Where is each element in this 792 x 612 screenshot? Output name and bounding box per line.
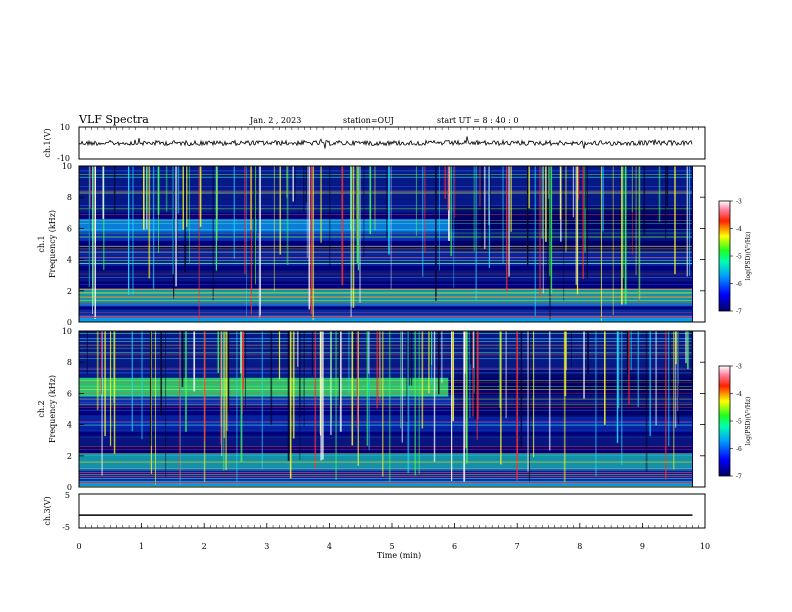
ch1-spectrogram [79, 165, 692, 322]
y-tick-label: 2 [67, 287, 72, 296]
ch1-waveform-panel: 10 -10 ch.1(V) [43, 123, 706, 163]
ch1-colorbar-ticks: -3 -4 -5 -6 -7 [730, 199, 742, 316]
ch2-spectrogram-panel: ch.2 Frequency (kHz) 0 2 4 6 8 10 [37, 327, 706, 492]
spectral-band [79, 394, 692, 406]
ch2-colorbar-ticks: -3 -4 -5 -6 -7 [730, 364, 742, 481]
y-tick-label: 0 [67, 483, 72, 492]
y-tick-label: 4 [67, 256, 72, 265]
colorbar-tick-label: -4 [736, 391, 742, 398]
x-tick-label: 7 [515, 542, 520, 551]
colorbar-tick-label: -6 [736, 281, 742, 288]
x-tick-label: 0 [76, 542, 81, 551]
y-tick-label: 2 [67, 452, 72, 461]
y-tick-label: 0 [67, 318, 72, 327]
ch1-yticks: 0 2 4 6 8 10 [62, 162, 705, 327]
ch1-ytick-bottom: -10 [57, 154, 70, 163]
ch1-spectrogram-panel: ch.1 Frequency (kHz) 0 2 4 6 8 10 [37, 162, 706, 327]
ch2-spectrogram-ylabel-2: Frequency (kHz) [48, 375, 57, 443]
start-time-label: start UT = 8 : 40 : 0 [437, 116, 518, 125]
ch2-spectrogram-frame [78, 330, 706, 488]
ch2-yticks: 0 2 4 6 8 10 [62, 327, 705, 492]
ch2-spectrogram [79, 331, 694, 487]
x-axis-ticks: 0 1 2 3 4 5 6 7 8 9 10 [76, 127, 710, 551]
ch1-spectrogram-ylabel-1: ch.1 [37, 235, 46, 252]
x-tick-label: 2 [202, 542, 207, 551]
x-tick-label: 6 [452, 542, 457, 551]
y-tick-label: 6 [67, 224, 72, 233]
x-tick-label: 1 [139, 542, 144, 551]
spectral-band [79, 229, 692, 241]
spectral-band [79, 435, 692, 447]
ch1-colorbar: -3 -4 -5 -6 -7 log(PSD)(V²/Hz) [718, 199, 752, 316]
colorbar-tick-label: -6 [736, 446, 742, 453]
ch3-ytick-bottom: -5 [62, 523, 70, 532]
ch2-colorbar-gradient [718, 365, 731, 477]
ch1-colorbar-label: log(PSD)(V²/Hz) [745, 232, 752, 281]
colorbar-tick-label: -3 [736, 199, 742, 206]
colorbar-tick-label: -5 [736, 419, 742, 426]
spectral-band [79, 315, 692, 322]
ch2-spectrogram-ylabel-1: ch.2 [37, 400, 46, 417]
ch1-spectrogram-ylabel-2: Frequency (kHz) [48, 210, 57, 278]
x-tick-label: 10 [700, 542, 710, 551]
y-tick-label: 10 [62, 327, 72, 336]
ch1-waveform-frame [78, 126, 706, 160]
figure-title: VLF Spectra [78, 113, 149, 126]
x-axis-label: Time (min) [377, 551, 421, 560]
colorbar-tick-label: -4 [736, 226, 742, 233]
ch3-ytick-top: 5 [65, 491, 70, 500]
station-label: station=OUJ [343, 116, 394, 125]
x-tick-label: 3 [264, 542, 269, 551]
ch3-waveform-frame [78, 493, 706, 529]
y-tick-label: 10 [62, 162, 72, 171]
x-tick-label: 8 [577, 542, 582, 551]
ch1-waveform-trace [78, 136, 693, 149]
colorbar-tick-label: -3 [736, 364, 742, 371]
spectral-band [79, 454, 692, 472]
x-tick-label: 4 [327, 542, 332, 551]
colorbar-tick-label: -7 [736, 309, 742, 316]
spectral-band [79, 480, 692, 487]
low-frequency-band [79, 289, 692, 304]
colorbar-tick-label: -7 [736, 474, 742, 481]
ch3-waveform-panel: 5 -5 ch.3(V) [43, 491, 706, 532]
spectral-band [79, 415, 692, 431]
y-tick-label: 8 [67, 358, 72, 367]
ch2-colorbar-label: log(PSD)(V²/Hz) [745, 397, 752, 446]
ch3-waveform-ylabel: ch.3(V) [43, 496, 52, 525]
ch1-spectrogram-frame [78, 165, 706, 323]
y-tick-label: 6 [67, 389, 72, 398]
ch2-colorbar: -3 -4 -5 -6 -7 log(PSD)(V²/Hz) [718, 364, 752, 481]
y-tick-label: 8 [67, 193, 72, 202]
ch1-waveform-ylabel: ch.1(V) [43, 128, 52, 157]
colorbar-tick-label: -5 [736, 254, 742, 261]
spectral-band [79, 474, 692, 481]
low-frequency-band [79, 454, 692, 469]
date-label: Jan. 2 , 2023 [249, 116, 301, 125]
y-tick-label: 4 [67, 421, 72, 430]
ch1-ytick-top: 10 [60, 123, 70, 132]
x-tick-label: 9 [640, 542, 645, 551]
spectral-band [79, 270, 692, 282]
ch1-colorbar-gradient [718, 200, 731, 312]
x-tick-label: 5 [389, 542, 394, 551]
